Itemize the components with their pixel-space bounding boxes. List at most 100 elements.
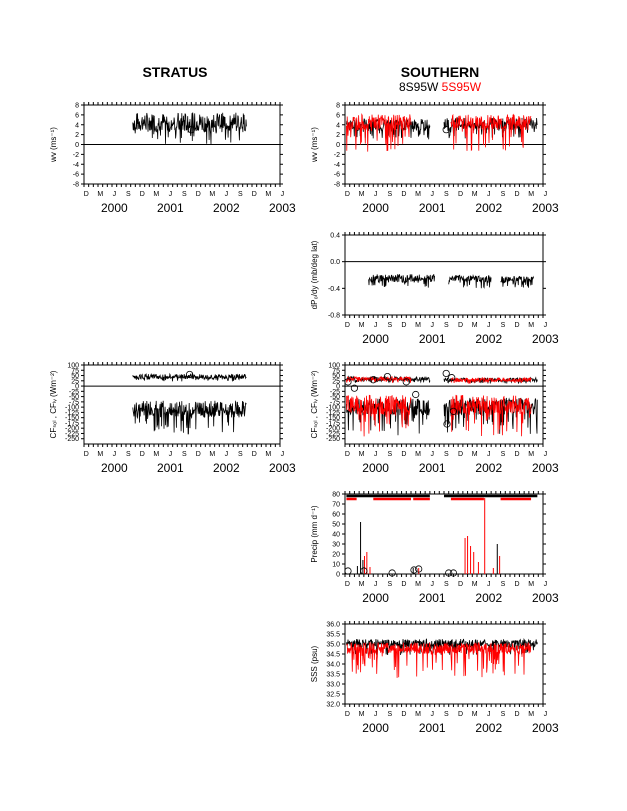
- data-marker: [383, 372, 392, 381]
- month-label: S: [182, 191, 187, 198]
- y-tick-label: 33.0: [326, 682, 340, 689]
- month-label: D: [84, 191, 89, 198]
- year-label: 2000: [362, 461, 389, 475]
- series-line: [132, 400, 247, 435]
- year-label: 2002: [475, 591, 502, 605]
- month-label: S: [182, 451, 187, 458]
- y-tick-label: -25: [330, 389, 340, 396]
- month-label: M: [209, 451, 215, 458]
- y-tick-label: -6: [334, 172, 340, 179]
- month-label: D: [515, 322, 520, 329]
- month-label: M: [97, 451, 103, 458]
- y-tick-label: -50: [69, 394, 79, 401]
- data-marker: [449, 569, 458, 577]
- y-tick-label: -2: [334, 152, 340, 159]
- y-tick-label: -0.4: [328, 286, 340, 293]
- month-label: M: [472, 711, 478, 718]
- year-label: 2000: [101, 461, 128, 475]
- southern-salinity-panel: 36.0 35.5 35.0 34.5 34.0 33.5 33.0 32.5 32.0 D M J S…: [310, 621, 559, 735]
- year-label: 2001: [419, 591, 446, 605]
- y-tick-label: -4: [73, 162, 79, 169]
- month-label: J: [374, 451, 378, 458]
- month-label: M: [415, 451, 421, 458]
- data-marker: [415, 565, 423, 573]
- month-label: J: [169, 451, 173, 458]
- y-tick-label: 70: [332, 502, 340, 509]
- month-label: M: [97, 191, 103, 198]
- month-label: S: [387, 581, 392, 588]
- y-axis-label: wv (ms⁻¹): [310, 127, 319, 163]
- month-label: J: [544, 711, 548, 718]
- data-marker: [187, 126, 195, 134]
- y-tick-label: -25: [69, 389, 79, 396]
- month-label: M: [415, 711, 421, 718]
- month-label: D: [345, 191, 350, 198]
- month-label: D: [458, 322, 463, 329]
- data-marker: [445, 569, 453, 577]
- month-label: S: [126, 191, 131, 198]
- y-tick-label: -175: [326, 420, 340, 427]
- y-tick-label: 25: [71, 378, 79, 385]
- y-tick-label: 4: [336, 122, 340, 129]
- month-label: D: [252, 191, 257, 198]
- month-label: J: [374, 322, 378, 329]
- year-label: 2000: [362, 591, 389, 605]
- y-tick-label: 6: [336, 112, 340, 119]
- y-tick-label: 0: [336, 572, 340, 579]
- y-axis-label: SSS (psu): [310, 645, 319, 682]
- month-label: S: [444, 711, 449, 718]
- year-label: 2001: [419, 461, 446, 475]
- y-tick-label: -50: [330, 394, 340, 401]
- month-label: D: [196, 451, 201, 458]
- y-tick-label: 36.0: [326, 622, 340, 629]
- month-label: J: [430, 191, 434, 198]
- month-label: S: [238, 191, 243, 198]
- month-label: D: [515, 711, 520, 718]
- year-label: 2001: [419, 332, 446, 346]
- month-label: J: [487, 451, 491, 458]
- month-label: S: [501, 191, 506, 198]
- month-label: J: [169, 191, 173, 198]
- month-label: M: [415, 322, 421, 329]
- month-label: J: [374, 191, 378, 198]
- plot-frame: [344, 234, 544, 316]
- year-label: 2003: [532, 332, 559, 346]
- y-axis-label: CFₛₒₗ , CFₗᵥ (Wm⁻²): [49, 370, 58, 438]
- y-tick-label: 4: [75, 122, 79, 129]
- month-label: D: [401, 322, 406, 329]
- year-label: 2002: [475, 201, 502, 215]
- month-label: D: [84, 451, 89, 458]
- month-label: S: [387, 711, 392, 718]
- month-label: M: [472, 581, 478, 588]
- y-axis-label: CFₛₒₗ , CFₗᵥ (Wm⁻²): [310, 370, 319, 438]
- y-tick-label: 40: [332, 532, 340, 539]
- y-tick-label: -100: [326, 405, 340, 412]
- y-tick-label: 100: [328, 363, 340, 370]
- y-tick-label: -200: [326, 426, 340, 433]
- y-tick-label: 0: [75, 384, 79, 391]
- month-label: M: [209, 191, 215, 198]
- y-tick-label: 60: [332, 512, 340, 519]
- y-tick-label: -225: [65, 431, 79, 438]
- month-label: S: [126, 451, 131, 458]
- y-tick-label: 0.4: [330, 233, 340, 240]
- month-label: D: [458, 581, 463, 588]
- y-tick-label: 0: [75, 142, 79, 149]
- month-label: J: [430, 322, 434, 329]
- month-label: M: [528, 322, 534, 329]
- month-label: S: [444, 191, 449, 198]
- y-tick-label: 80: [332, 492, 340, 499]
- month-label: J: [487, 711, 491, 718]
- series-line: [346, 375, 412, 384]
- data-marker: [448, 374, 456, 382]
- month-label: S: [444, 581, 449, 588]
- y-tick-label: 30: [332, 542, 340, 549]
- series-line: [132, 112, 247, 145]
- data-marker: [186, 370, 194, 379]
- year-label: 2001: [157, 201, 184, 215]
- month-label: M: [472, 191, 478, 198]
- data-marker: [388, 569, 396, 577]
- y-axis-label: dP₀/dy (mb/deg lat): [310, 240, 319, 309]
- month-label: M: [359, 711, 365, 718]
- year-label: 2000: [362, 332, 389, 346]
